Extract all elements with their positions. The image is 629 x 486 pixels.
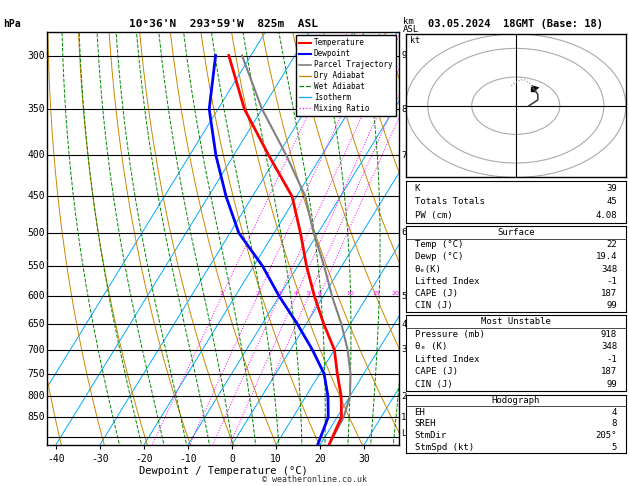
Text: 300: 300 bbox=[28, 51, 45, 61]
Text: 187: 187 bbox=[601, 289, 617, 298]
Text: 650: 650 bbox=[28, 319, 45, 329]
Text: 8: 8 bbox=[401, 104, 406, 114]
Text: 450: 450 bbox=[28, 191, 45, 201]
Text: 9: 9 bbox=[401, 51, 406, 60]
Text: θₑ (K): θₑ (K) bbox=[415, 342, 447, 351]
Text: CIN (J): CIN (J) bbox=[415, 380, 452, 389]
Text: 03.05.2024  18GMT (Base: 18): 03.05.2024 18GMT (Base: 18) bbox=[428, 19, 603, 29]
Text: 800: 800 bbox=[28, 391, 45, 401]
Text: 22: 22 bbox=[606, 240, 617, 249]
Text: Pressure (mb): Pressure (mb) bbox=[415, 330, 484, 339]
Text: Lifted Index: Lifted Index bbox=[415, 355, 479, 364]
Text: 500: 500 bbox=[28, 228, 45, 238]
Text: Dewp (°C): Dewp (°C) bbox=[415, 252, 463, 261]
Text: 700: 700 bbox=[28, 345, 45, 355]
Text: PW (cm): PW (cm) bbox=[415, 211, 452, 220]
Text: 15: 15 bbox=[373, 291, 381, 296]
Text: 99: 99 bbox=[606, 301, 617, 310]
Text: © weatheronline.co.uk: © weatheronline.co.uk bbox=[262, 474, 367, 484]
Text: 600: 600 bbox=[28, 291, 45, 301]
Text: 8: 8 bbox=[611, 419, 617, 428]
Text: 4.08: 4.08 bbox=[596, 211, 617, 220]
Text: 1: 1 bbox=[401, 413, 406, 422]
Text: 348: 348 bbox=[601, 342, 617, 351]
X-axis label: Dewpoint / Temperature (°C): Dewpoint / Temperature (°C) bbox=[139, 467, 308, 476]
Legend: Temperature, Dewpoint, Parcel Trajectory, Dry Adiabat, Wet Adiabat, Isotherm, Mi: Temperature, Dewpoint, Parcel Trajectory… bbox=[296, 35, 396, 116]
Text: SREH: SREH bbox=[415, 419, 436, 428]
Text: 2: 2 bbox=[401, 392, 406, 400]
Text: 19.4: 19.4 bbox=[596, 252, 617, 261]
Text: 99: 99 bbox=[606, 380, 617, 389]
Text: CIN (J): CIN (J) bbox=[415, 301, 452, 310]
Text: Totals Totals: Totals Totals bbox=[415, 197, 484, 207]
Text: 5: 5 bbox=[307, 291, 311, 296]
Text: 400: 400 bbox=[28, 151, 45, 160]
Text: 550: 550 bbox=[28, 261, 45, 271]
Text: 3: 3 bbox=[401, 345, 406, 354]
Text: hPa: hPa bbox=[3, 19, 21, 29]
Text: 5: 5 bbox=[401, 292, 406, 301]
Text: km: km bbox=[403, 17, 413, 26]
Text: Hodograph: Hodograph bbox=[492, 396, 540, 405]
Text: 4: 4 bbox=[294, 291, 298, 296]
Text: Most Unstable: Most Unstable bbox=[481, 317, 551, 326]
Text: 2: 2 bbox=[255, 291, 259, 296]
Text: Lifted Index: Lifted Index bbox=[415, 277, 479, 286]
Text: EH: EH bbox=[415, 408, 425, 417]
Text: Mixing Ratio (g/kg): Mixing Ratio (g/kg) bbox=[430, 187, 439, 289]
Text: 5: 5 bbox=[611, 443, 617, 451]
Text: StmDir: StmDir bbox=[415, 431, 447, 440]
Text: K: K bbox=[415, 184, 420, 192]
Text: LCL: LCL bbox=[401, 429, 416, 438]
Text: CAPE (J): CAPE (J) bbox=[415, 289, 457, 298]
Text: 4: 4 bbox=[611, 408, 617, 417]
Text: 187: 187 bbox=[601, 367, 617, 377]
Text: ASL: ASL bbox=[403, 25, 419, 34]
Text: -1: -1 bbox=[606, 277, 617, 286]
Text: 45: 45 bbox=[606, 197, 617, 207]
Text: θₑ(K): θₑ(K) bbox=[415, 264, 442, 274]
Text: 6: 6 bbox=[401, 228, 406, 238]
Text: Temp (°C): Temp (°C) bbox=[415, 240, 463, 249]
Text: 850: 850 bbox=[28, 412, 45, 422]
Text: 20: 20 bbox=[392, 291, 399, 296]
Text: 750: 750 bbox=[28, 369, 45, 379]
Text: 4: 4 bbox=[401, 320, 406, 329]
Text: 205°: 205° bbox=[596, 431, 617, 440]
Text: 918: 918 bbox=[601, 330, 617, 339]
Text: CAPE (J): CAPE (J) bbox=[415, 367, 457, 377]
Text: 39: 39 bbox=[606, 184, 617, 192]
Text: 350: 350 bbox=[28, 104, 45, 114]
Text: 10°36'N  293°59'W  825m  ASL: 10°36'N 293°59'W 825m ASL bbox=[129, 19, 318, 29]
Text: 7: 7 bbox=[401, 151, 406, 160]
Text: -1: -1 bbox=[606, 355, 617, 364]
Text: kt: kt bbox=[410, 35, 420, 45]
Text: 348: 348 bbox=[601, 264, 617, 274]
Text: StmSpd (kt): StmSpd (kt) bbox=[415, 443, 474, 451]
Text: 10: 10 bbox=[347, 291, 355, 296]
Text: 1: 1 bbox=[220, 291, 224, 296]
Text: 6: 6 bbox=[318, 291, 321, 296]
Text: Surface: Surface bbox=[497, 228, 535, 237]
Text: 3: 3 bbox=[277, 291, 281, 296]
